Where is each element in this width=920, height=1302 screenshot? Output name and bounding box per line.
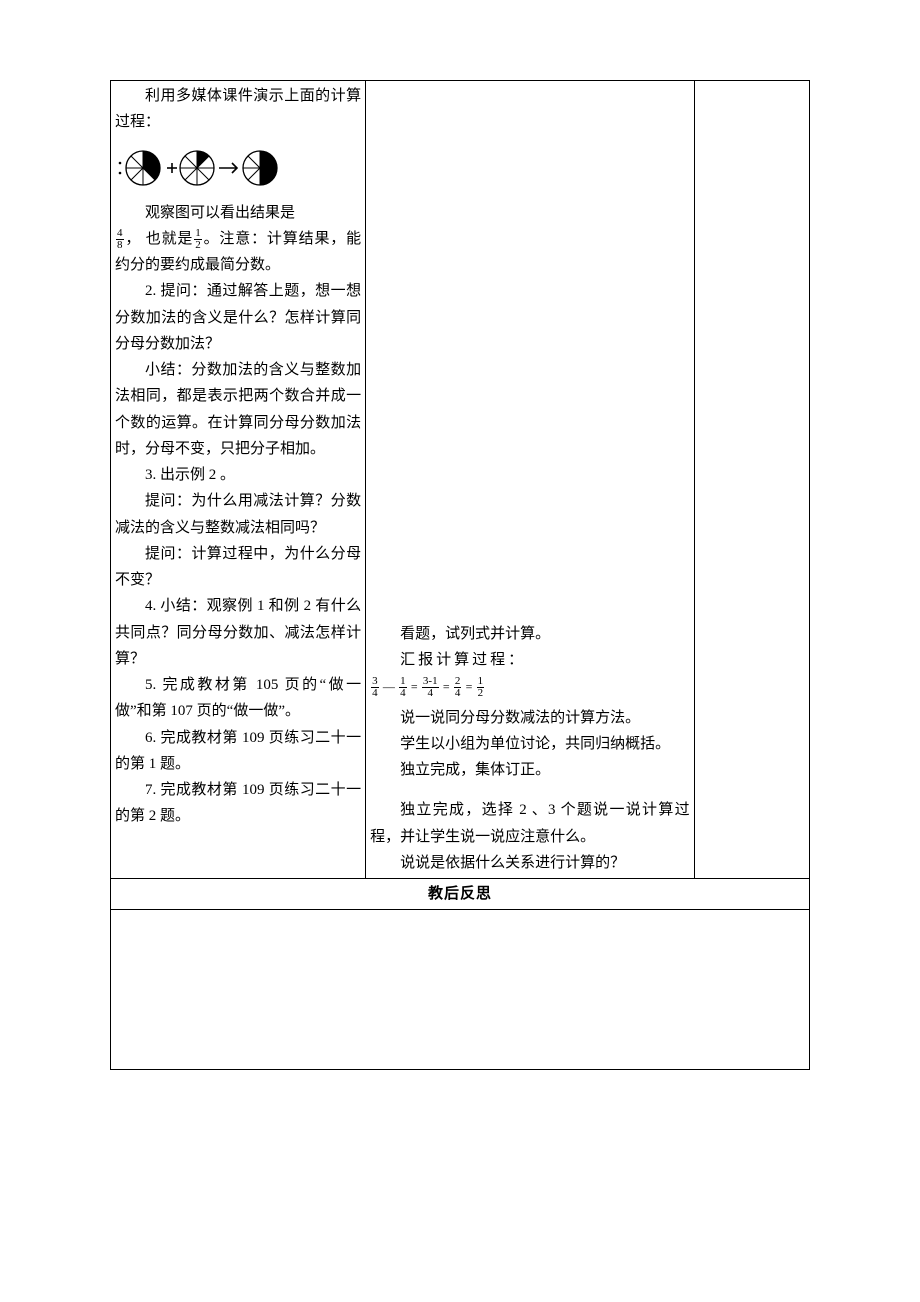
left-p11: 7. 完成教材第 109 页练习二十一的第 2 题。	[115, 777, 361, 830]
eq2: =	[443, 679, 450, 693]
frac-c: 3-14	[422, 676, 439, 699]
mid-m6: 独立完成，选择 2 、3 个题说一说计算过程，并让学生说一说应注意什么。	[370, 797, 690, 850]
eq3: =	[466, 679, 473, 693]
left-p5: 3. 出示例 2 。	[115, 462, 361, 488]
left-p10: 6. 完成教材第 109 页练习二十一的第 1 题。	[115, 725, 361, 778]
mid-m7: 说说是依据什么关系进行计算的？	[370, 850, 690, 876]
lesson-plan-table: 利用多媒体课件演示上面的计算过程：	[110, 80, 810, 1070]
blank-gap	[370, 783, 690, 797]
mid-m1: 看题，试列式并计算。	[370, 621, 690, 647]
frac-1-2: 12	[194, 228, 202, 251]
left-p2-mid: ， 也就是	[125, 231, 194, 247]
reflection-body	[111, 910, 810, 1070]
left-p4: 小结：分数加法的含义与整数加法相同，都是表示把两个数合并成一个数的运算。在计算同…	[115, 357, 361, 462]
left-p2: 观察图可以看出结果是	[115, 200, 361, 226]
mid-m5: 独立完成，集体订正。	[370, 757, 690, 783]
left-p8: 4. 小结：观察例 1 和例 2 有什么共同点？同分母分数加、减法怎样计算？	[115, 593, 361, 672]
reflection-header: 教后反思	[111, 879, 810, 910]
left-p7: 提问：计算过程中，为什么分母不变？	[115, 541, 361, 594]
mid-m2: 汇报计算过程：	[370, 647, 690, 673]
left-p3: 2. 提问：通过解答上题，想一想分数加法的含义是什么？怎样计算同分母分数加法？	[115, 278, 361, 357]
mid-m4: 学生以小组为单位讨论，共同归纳概括。	[370, 731, 690, 757]
left-p9: 5. 完成教材第 105 页的“做一做”和第 107 页的“做一做”。	[115, 672, 361, 725]
frac-a: 34	[371, 676, 379, 699]
left-p2a: 观察图可以看出结果是	[145, 205, 295, 221]
teacher-activity-cell: 利用多媒体课件演示上面的计算过程：	[111, 81, 366, 879]
eq1: =	[411, 679, 418, 693]
minus-sign: —	[383, 679, 395, 693]
frac-4-8: 48	[116, 228, 124, 251]
frac-b: 14	[399, 676, 407, 699]
notes-cell	[694, 81, 809, 879]
frac-e: 12	[477, 676, 485, 699]
left-p2-line2: 48， 也就是12。注意：计算结果，能约分的要约成最简分数。	[115, 226, 361, 279]
left-p1: 利用多媒体课件演示上面的计算过程：	[115, 83, 361, 136]
mid-m3: 说一说同分母分数减法的计算方法。	[370, 705, 690, 731]
subtraction-equation: 34 — 14 = 3-14 = 24 = 12	[370, 676, 690, 699]
left-p6: 提问：为什么用减法计算？分数减法的含义与整数减法相同吗？	[115, 488, 361, 541]
frac-d: 24	[454, 676, 462, 699]
student-activity-cell: 看题，试列式并计算。 汇报计算过程： 34 — 14 = 3-14 = 24 =…	[366, 81, 695, 879]
fraction-addition-diagram	[115, 146, 361, 190]
